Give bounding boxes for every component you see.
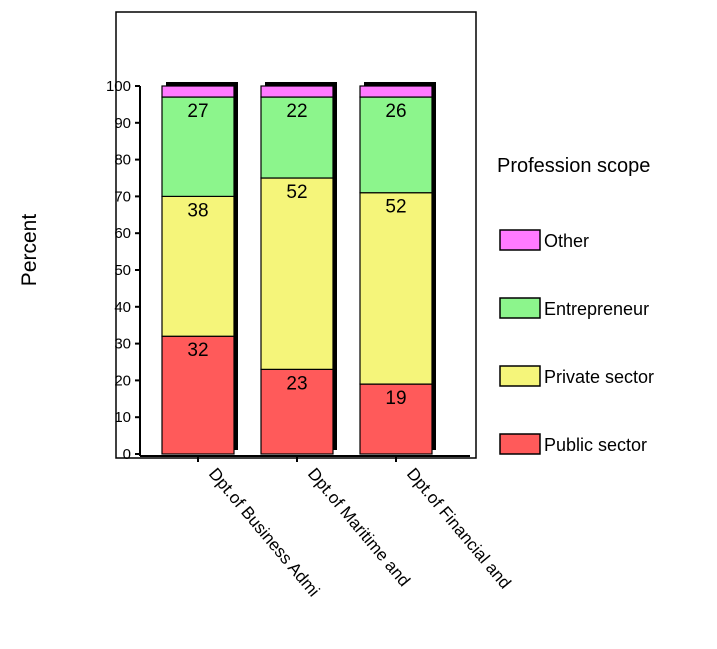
y-tick-label: 60	[114, 225, 131, 242]
bar-segment-other	[161, 85, 235, 98]
data-label: 26	[385, 101, 406, 122]
bar-segment-private-sector	[260, 177, 334, 370]
y-tick-label: 50	[114, 262, 131, 279]
y-axis-title: Percent	[18, 214, 41, 287]
bar-segment-public-sector	[260, 368, 334, 455]
legend-label: Entrepreneur	[544, 299, 649, 319]
y-tick-label: 80	[114, 152, 131, 169]
y-axis: 0 10 20 30 40 50 60 70 80 90 100	[106, 78, 141, 463]
y-tick-label: 20	[114, 372, 131, 389]
legend-label: Public sector	[544, 435, 647, 455]
data-label: 52	[385, 197, 406, 218]
data-label: 22	[286, 101, 307, 122]
legend-swatch	[499, 229, 541, 251]
x-category-label: Dpt.of Maritime and	[304, 464, 414, 590]
bar-group: 32 38 27 23 52 22 19 52 26	[161, 82, 436, 455]
bar-segment-private-sector	[359, 192, 433, 385]
legend-label: Other	[544, 231, 589, 251]
legend-swatch	[499, 365, 541, 387]
bar-segment-other	[260, 85, 334, 98]
bar-segment-entrepreneur	[359, 96, 433, 194]
x-category-label: Dpt.of Business Admi	[205, 464, 323, 600]
data-label: 27	[187, 101, 208, 122]
data-label: 32	[187, 340, 208, 361]
legend-label: Private sector	[544, 367, 654, 387]
legend-title: Profession scope	[497, 155, 650, 177]
legend-swatch	[499, 433, 541, 455]
data-label: 52	[286, 182, 307, 203]
bar-segment-other	[359, 85, 433, 98]
data-label: 23	[286, 373, 307, 394]
bar-segment-public-sector	[359, 383, 433, 455]
y-tick-label: 100	[106, 78, 131, 95]
data-label: 19	[385, 388, 406, 409]
y-tick-label: 10	[114, 409, 131, 426]
legend-swatch	[499, 297, 541, 319]
y-tick-label: 40	[114, 299, 131, 316]
y-tick-label: 90	[114, 115, 131, 132]
x-category-label: Dpt.of Financial and	[403, 464, 515, 592]
legend: Other Entrepreneur Private sector Public se…	[499, 229, 654, 455]
y-tick-label: 0	[123, 446, 131, 463]
y-tick-label: 30	[114, 336, 131, 353]
y-tick-label: 70	[114, 188, 131, 205]
data-label: 38	[187, 200, 208, 221]
bar-segment-entrepreneur	[260, 96, 334, 179]
